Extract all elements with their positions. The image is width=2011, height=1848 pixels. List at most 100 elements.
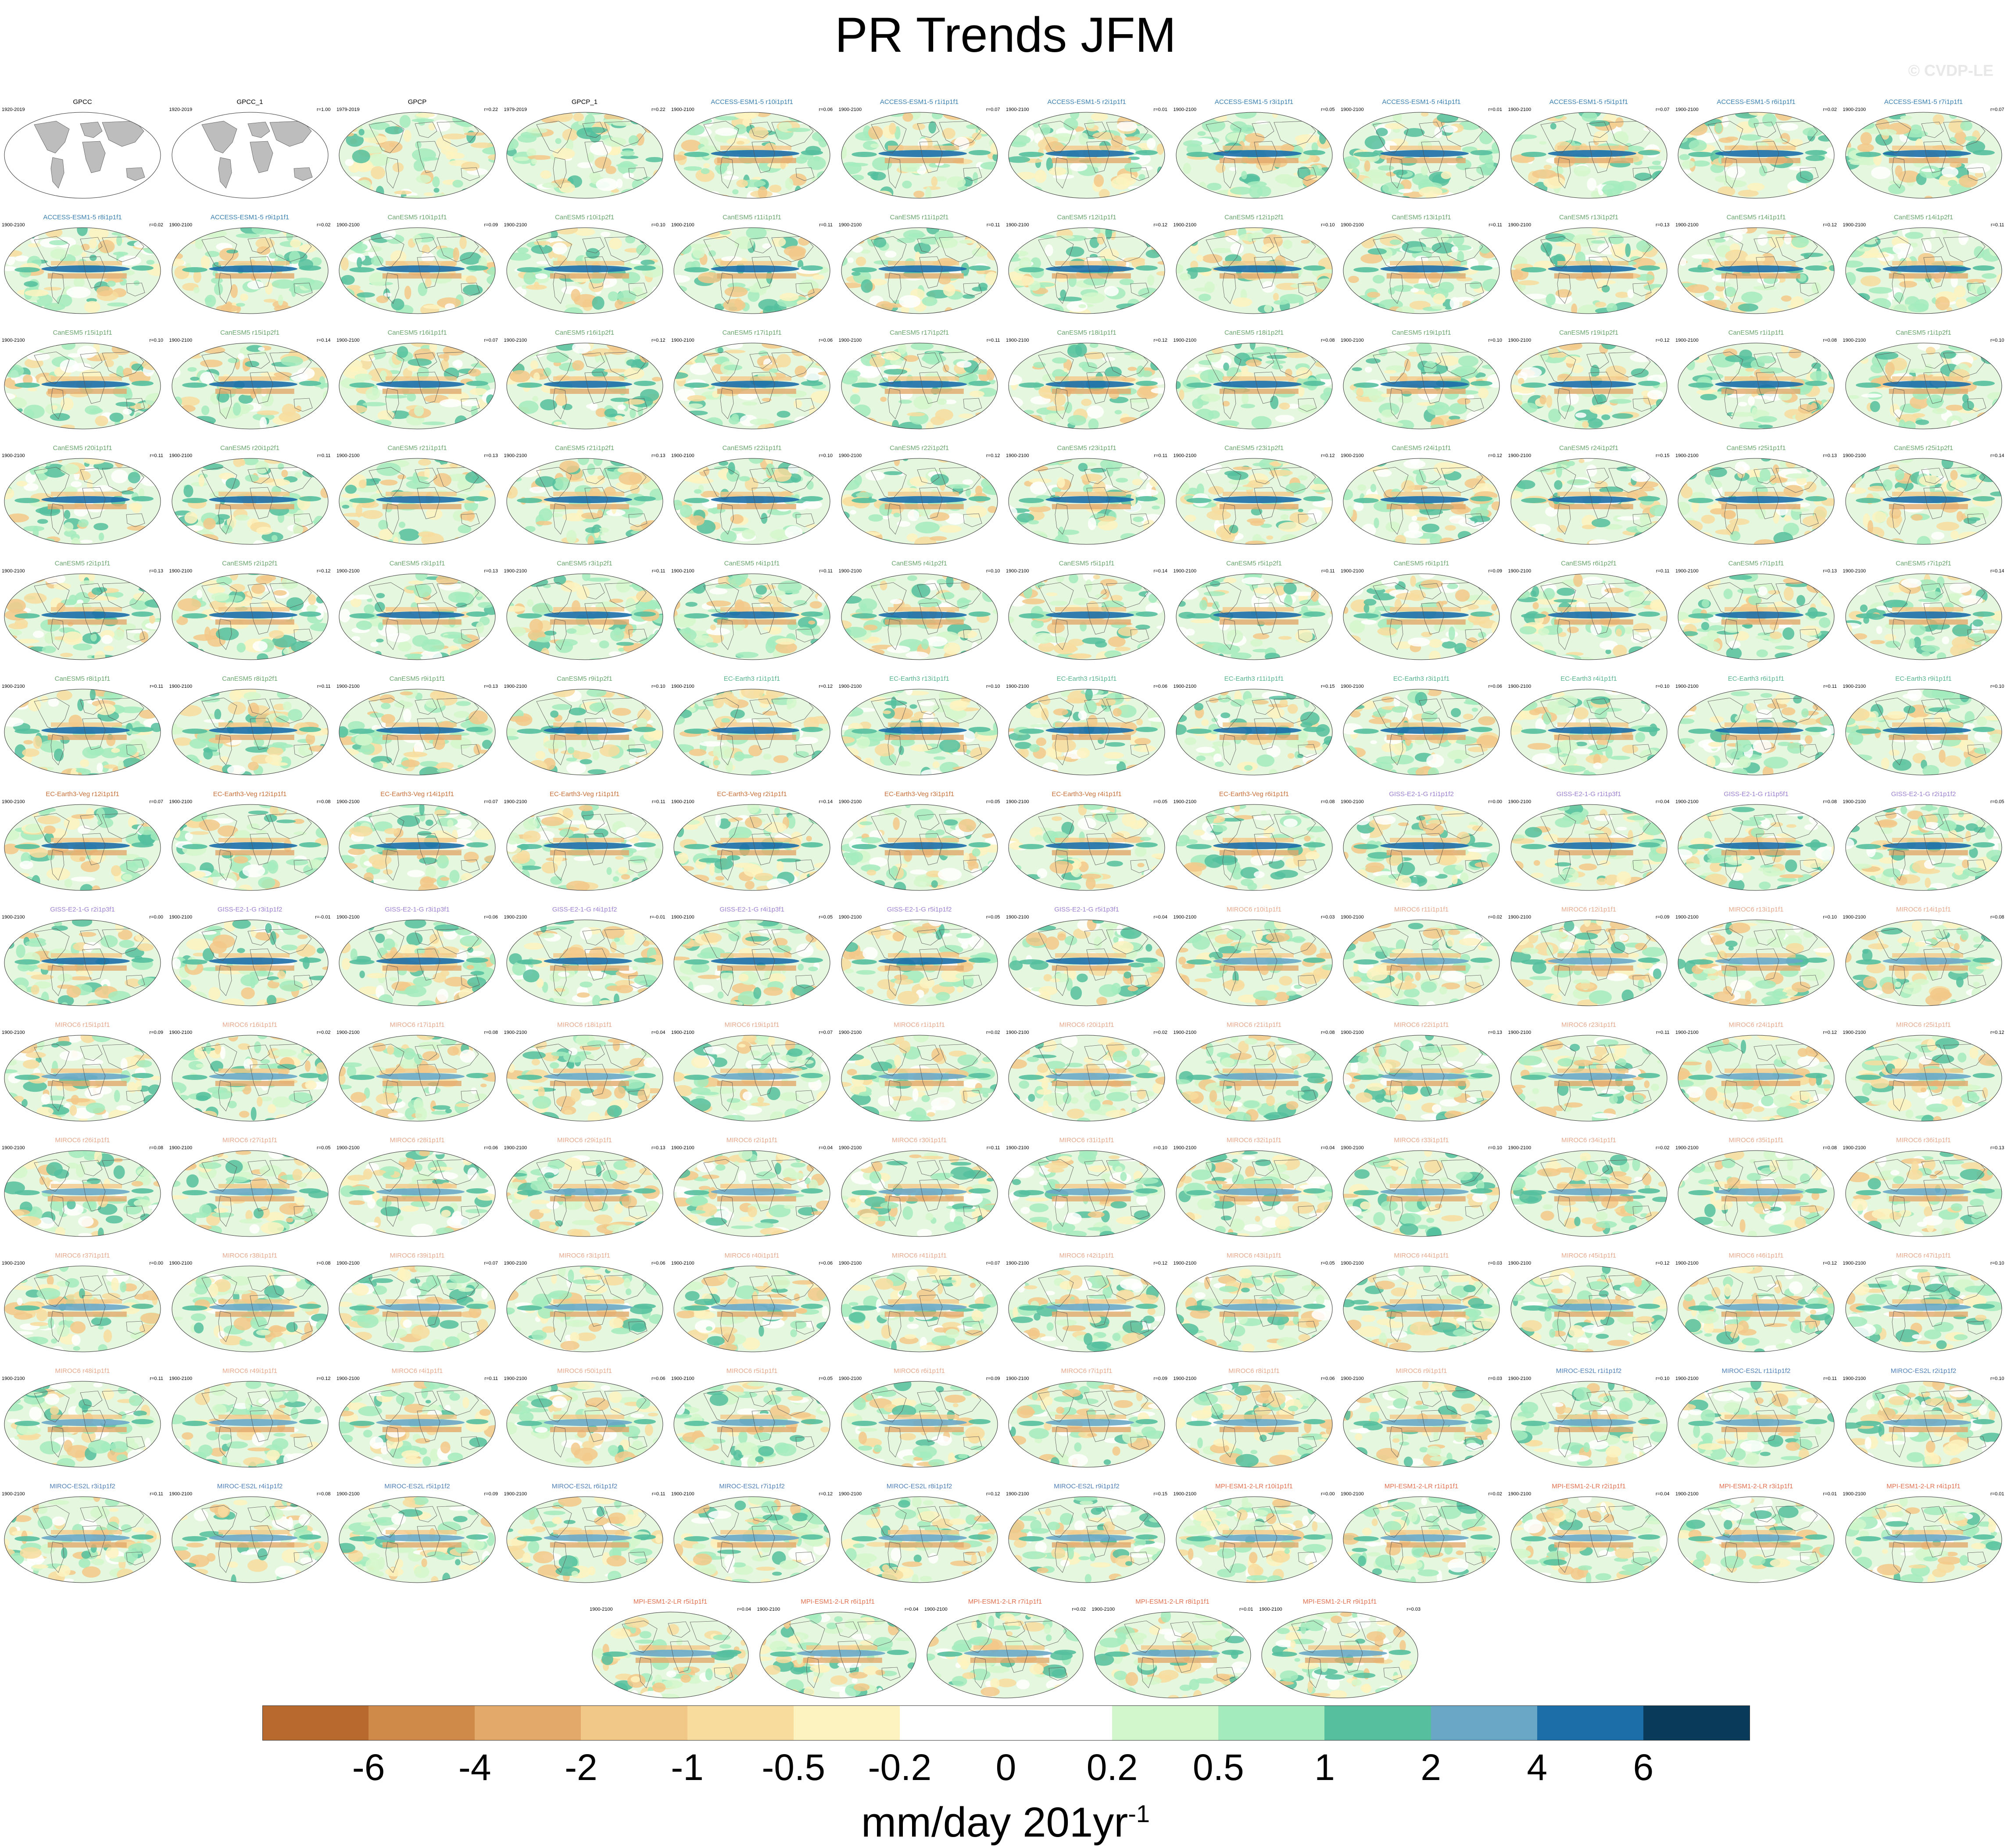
panel-period: 1900-2100	[1006, 799, 1029, 804]
map-panel: CanESM5 r5i1p2f1 1900-2100 r=0.11	[1172, 557, 1337, 671]
colorbar-tick: 0	[995, 1747, 1016, 1788]
panel-period: 1900-2100	[169, 453, 193, 458]
panel-period: 1900-2100	[504, 453, 527, 458]
panel-pattern-correlation: r=0.11	[1489, 222, 1502, 228]
panel-period: 1900-2100	[1006, 915, 1029, 920]
panel-pattern-correlation: r=0.06	[651, 1376, 666, 1381]
panel-title: MIROC6 r30i1p1f1	[891, 1137, 947, 1144]
map-panel: MIROC6 r19i1p1f1 1900-2100 r=0.07	[669, 1019, 834, 1133]
panel-title: MIROC-ES2L r3i1p1f2	[50, 1483, 115, 1490]
map-panel: MIROC6 r23i1p1f1 1900-2100 r=0.11	[1506, 1019, 1671, 1133]
units-main: mm/day 201yr	[861, 1799, 1128, 1846]
panel-title: MIROC6 r1i1p1f1	[894, 1021, 945, 1029]
panel-pattern-correlation: r=0.10	[1153, 1145, 1168, 1151]
map-plot	[1176, 689, 1332, 776]
map-plot	[1678, 112, 1835, 199]
panel-title: MIROC6 r43i1p1f1	[1226, 1252, 1282, 1259]
colorbar-tick: 6	[1633, 1747, 1654, 1788]
map-panel: MIROC-ES2L r9i1p1f2 1900-2100 r=0.15	[1004, 1480, 1169, 1594]
map-panel: CanESM5 r13i1p1f1 1900-2100 r=0.11	[1339, 211, 1504, 325]
colorbar-box	[1112, 1705, 1219, 1741]
map-plot	[1176, 919, 1332, 1006]
panel-period: 1900-2100	[1675, 1376, 1699, 1381]
panel-pattern-correlation: r=0.09	[149, 1030, 164, 1035]
panel-period: 1900-2100	[336, 799, 360, 804]
panel-period: 1900-2100	[1675, 1145, 1699, 1151]
panel-period: 1900-2100	[1341, 568, 1364, 574]
map-panel: CanESM5 r17i1p1f1 1900-2100 r=0.06	[669, 326, 834, 440]
map-panel: CanESM5 r21i1p2f1 1900-2100 r=0.13	[502, 442, 667, 556]
map-panel: CanESM5 r17i1p2f1 1900-2100 r=0.11	[837, 326, 1002, 440]
colorbar-tick: -0.2	[868, 1747, 932, 1788]
panel-period: 1900-2100	[1843, 1376, 1866, 1381]
panel-title: CanESM5 r8i1p1f1	[54, 675, 111, 683]
panel-pattern-correlation: r=0.13	[1488, 1030, 1503, 1035]
map-panel: MIROC6 r21i1p1f1 1900-2100 r=0.08	[1172, 1019, 1337, 1133]
map-plot	[1343, 573, 1500, 660]
map-panel: MIROC6 r47i1p1f1 1900-2100 r=0.10	[1841, 1249, 2006, 1363]
panel-pattern-correlation: r=0.02	[1072, 1607, 1086, 1612]
map-plot	[172, 1035, 328, 1122]
panel-period: 1900-2100	[336, 222, 360, 228]
panel-pattern-correlation: r=0.06	[1153, 684, 1168, 689]
map-panel: CanESM5 r23i1p1f1 1900-2100 r=0.11	[1004, 442, 1169, 556]
panel-pattern-correlation: r=0.12	[1488, 453, 1503, 458]
map-panel: MIROC6 r32i1p1f1 1900-2100 r=0.04	[1172, 1134, 1337, 1248]
map-plot	[339, 689, 496, 776]
panel-title: GISS-E2-1-G r5i1p1f2	[887, 906, 952, 913]
panel-pattern-correlation: r=0.07	[484, 338, 498, 343]
panel-pattern-correlation: r=0.08	[1823, 338, 1837, 343]
panel-pattern-correlation: r=0.02	[1488, 915, 1503, 920]
panel-period: 1900-2100	[671, 568, 694, 574]
panel-pattern-correlation: r=0.11	[651, 799, 666, 804]
map-panel: GPCC_1 1920-2019 r=1.00	[168, 96, 333, 210]
panel-period: 1900-2100	[169, 1145, 193, 1151]
map-panel: CanESM5 r7i1p2f1 1900-2100 r=0.14	[1841, 557, 2006, 671]
panel-pattern-correlation: r=0.00	[1321, 1491, 1335, 1497]
panel-title: MIROC6 r13i1p1f1	[1728, 906, 1784, 913]
panel-period: 1900-2100	[2, 222, 25, 228]
panel-title: MIROC6 r21i1p1f1	[1226, 1021, 1282, 1029]
panel-pattern-correlation: r=0.11	[150, 1376, 163, 1381]
map-panel: MIROC6 r11i1p1f1 1900-2100 r=0.02	[1339, 903, 1504, 1017]
colorbar-tick: 1	[1314, 1747, 1335, 1788]
map-plot	[673, 1381, 830, 1468]
panel-title: CanESM5 r9i1p1f1	[389, 675, 445, 683]
panel-pattern-correlation: r=0.13	[1823, 568, 1837, 574]
panel-pattern-correlation: r=0.06	[819, 107, 833, 112]
map-panel: CanESM5 r4i1p1f1 1900-2100 r=0.11	[669, 557, 834, 671]
colorbar-box	[793, 1705, 900, 1741]
panel-title: GISS-E2-1-G r1i1p3f1	[1556, 790, 1621, 798]
map-plot	[1008, 1381, 1165, 1468]
map-panel: ACCESS-ESM1-5 r1i1p1f1 1900-2100 r=0.07	[837, 96, 1002, 210]
panel-period: 1900-2100	[1508, 1261, 1532, 1266]
panel-period: 1900-2100	[504, 1145, 527, 1151]
panel-pattern-correlation: r=0.11	[986, 338, 1000, 343]
colorbar-tick: -4	[458, 1747, 491, 1788]
map-plot	[841, 573, 998, 660]
map-plot	[1008, 689, 1165, 776]
panel-period: 1900-2100	[1675, 1030, 1699, 1035]
colorbar-box	[475, 1705, 581, 1741]
map-panel: GPCC 1920-2019	[0, 96, 165, 210]
map-panel: EC-Earth3-Veg r12i1p1f1 1900-2100 r=0.08	[168, 788, 333, 902]
panel-title: ACCESS-ESM1-5 r2i1p1f1	[1047, 98, 1126, 106]
panel-period: 1900-2100	[924, 1607, 948, 1612]
panel-pattern-correlation: r=0.04	[819, 1145, 833, 1151]
map-plot	[1510, 1035, 1667, 1122]
panel-period: 1900-2100	[336, 453, 360, 458]
panel-period: 1900-2100	[504, 1376, 527, 1381]
map-panel: MIROC-ES2L r4i1p1f2 1900-2100 r=0.08	[168, 1480, 333, 1594]
map-panel: ACCESS-ESM1-5 r4i1p1f1 1900-2100 r=0.01	[1339, 96, 1504, 210]
map-panel: CanESM5 r9i1p1f1 1900-2100 r=0.13	[335, 672, 500, 786]
map-panel: MIROC6 r43i1p1f1 1900-2100 r=0.05	[1172, 1249, 1337, 1363]
panel-period: 1900-2100	[1173, 1030, 1197, 1035]
map-plot	[172, 804, 328, 891]
panel-period: 1900-2100	[169, 915, 193, 920]
map-plot	[1343, 804, 1500, 891]
panel-period: 1900-2100	[671, 1030, 694, 1035]
map-plot	[841, 1381, 998, 1468]
map-panel: MIROC-ES2L r6i1p1f2 1900-2100 r=0.11	[502, 1480, 667, 1594]
map-plot	[172, 112, 328, 199]
panel-title: EC-Earth3-Veg r12i1p1f1	[46, 790, 119, 798]
